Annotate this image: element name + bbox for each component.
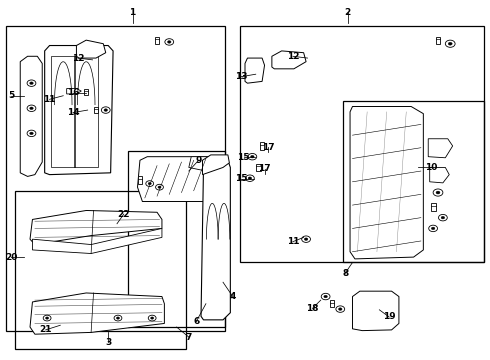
Circle shape	[439, 215, 447, 221]
Polygon shape	[76, 40, 106, 58]
Bar	[5, 26, 225, 330]
Circle shape	[30, 132, 33, 135]
Polygon shape	[189, 157, 213, 171]
Bar	[138, 176, 143, 184]
Text: 1: 1	[129, 8, 136, 17]
Text: 14: 14	[67, 108, 79, 117]
Text: 5: 5	[8, 91, 15, 100]
Polygon shape	[352, 291, 399, 330]
Circle shape	[117, 317, 120, 319]
Bar	[128, 151, 225, 327]
Circle shape	[43, 315, 51, 321]
Text: 8: 8	[342, 269, 348, 278]
Bar	[15, 191, 186, 348]
Polygon shape	[67, 89, 81, 94]
Text: 12: 12	[287, 52, 299, 61]
Text: 20: 20	[5, 253, 18, 262]
Circle shape	[150, 317, 154, 319]
Circle shape	[441, 216, 444, 219]
Circle shape	[30, 82, 33, 85]
Text: 2: 2	[344, 8, 351, 17]
Circle shape	[304, 238, 308, 240]
Polygon shape	[245, 58, 265, 83]
Polygon shape	[30, 293, 164, 334]
Circle shape	[324, 295, 327, 298]
Circle shape	[148, 183, 151, 185]
Circle shape	[250, 156, 254, 158]
Bar	[94, 107, 98, 113]
Circle shape	[339, 308, 342, 310]
Circle shape	[431, 227, 435, 230]
Circle shape	[433, 189, 443, 196]
Polygon shape	[201, 160, 230, 320]
Circle shape	[27, 105, 36, 112]
Polygon shape	[20, 56, 42, 176]
Circle shape	[114, 315, 122, 321]
Circle shape	[165, 39, 173, 45]
Bar	[260, 142, 264, 149]
Polygon shape	[350, 107, 423, 259]
Text: 12: 12	[72, 54, 84, 63]
Polygon shape	[272, 51, 306, 69]
Text: 17: 17	[262, 143, 275, 152]
Polygon shape	[202, 155, 229, 175]
Bar	[256, 164, 261, 171]
Circle shape	[336, 306, 344, 312]
Text: 9: 9	[196, 156, 202, 165]
Text: 19: 19	[383, 312, 395, 321]
Bar	[343, 101, 485, 262]
Text: 11: 11	[287, 237, 299, 246]
Circle shape	[158, 186, 161, 188]
Circle shape	[248, 153, 257, 160]
Circle shape	[448, 42, 452, 45]
Text: 13: 13	[235, 72, 247, 81]
Text: 11: 11	[43, 95, 56, 104]
Text: 18: 18	[306, 304, 318, 313]
Circle shape	[146, 181, 154, 186]
Bar	[436, 37, 440, 44]
Polygon shape	[45, 45, 113, 175]
Circle shape	[148, 315, 156, 321]
Bar	[84, 89, 88, 95]
Text: 16: 16	[67, 88, 79, 97]
Circle shape	[302, 236, 311, 242]
Circle shape	[321, 293, 330, 300]
Text: 15: 15	[237, 153, 250, 162]
Text: 15: 15	[235, 175, 247, 184]
Bar	[240, 26, 485, 262]
Text: 10: 10	[425, 163, 438, 172]
Circle shape	[436, 191, 440, 194]
Circle shape	[445, 40, 455, 47]
Polygon shape	[430, 167, 449, 183]
Circle shape	[104, 109, 107, 111]
Circle shape	[30, 107, 33, 109]
Circle shape	[27, 80, 36, 86]
Polygon shape	[32, 228, 162, 253]
Circle shape	[27, 130, 36, 136]
Bar	[431, 203, 436, 211]
Text: 4: 4	[230, 292, 236, 301]
Text: 17: 17	[258, 164, 271, 173]
Circle shape	[168, 41, 171, 43]
Text: 21: 21	[39, 325, 52, 334]
Bar	[155, 37, 159, 44]
Bar	[330, 300, 334, 307]
Polygon shape	[30, 211, 162, 244]
Polygon shape	[138, 157, 216, 202]
Circle shape	[46, 317, 49, 319]
Circle shape	[156, 184, 163, 190]
Text: 6: 6	[193, 317, 199, 326]
Circle shape	[101, 107, 110, 113]
Circle shape	[248, 177, 252, 180]
Polygon shape	[428, 139, 453, 158]
Text: 3: 3	[105, 338, 111, 347]
Circle shape	[245, 175, 254, 181]
Circle shape	[429, 225, 438, 231]
Text: 7: 7	[186, 333, 192, 342]
Text: 22: 22	[118, 210, 130, 219]
